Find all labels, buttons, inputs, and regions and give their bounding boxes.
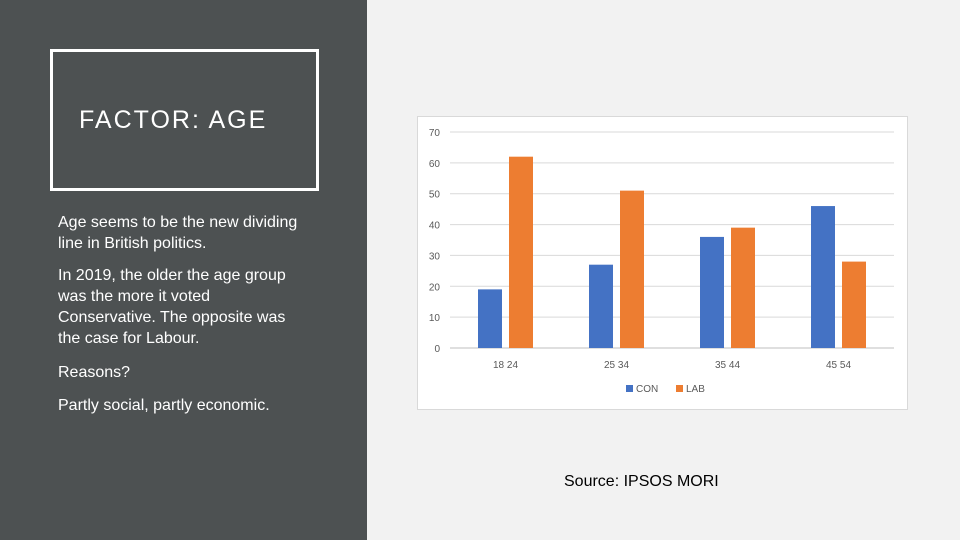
bar-con-35-44 (700, 236, 724, 348)
bar-chart: 0 10 20 30 40 50 60 70 18 24 25 34 35 44 45 54 CON LA… (429, 128, 894, 395)
x-tick-label: 45 54 (826, 360, 851, 371)
paragraph-social-economic: Partly social, partly economic. (58, 397, 270, 414)
y-tick-label: 30 (429, 251, 441, 262)
y-tick-label: 40 (429, 221, 441, 232)
legend-swatch-lab (676, 385, 683, 392)
x-tick-label: 18 24 (493, 360, 518, 371)
y-tick-label: 10 (429, 313, 441, 324)
y-tick-label: 0 (434, 344, 440, 355)
y-tick-label: 50 (429, 190, 441, 201)
bar-lab-35-44 (731, 227, 755, 348)
slide-title: FACTOR: AGE (79, 106, 268, 134)
legend-swatch-con (626, 385, 633, 392)
bar-lab-18-24 (509, 156, 533, 348)
paragraph-older-voters: In 2019, the older the age group was the… (58, 267, 286, 347)
legend-label-lab: LAB (686, 384, 705, 395)
source-note: Source: IPSOS MORI (564, 473, 719, 490)
legend-label-con: CON (636, 384, 658, 395)
bar-lab-25-34 (620, 190, 644, 348)
paragraph-dividing-line: Age seems to be the new dividing line in… (58, 214, 298, 252)
y-tick-label: 70 (429, 128, 441, 139)
paragraph-reasons: Reasons? (58, 364, 131, 381)
left-panel: FACTOR: AGE Age seems to be the new divi… (0, 0, 367, 540)
x-tick-label: 35 44 (715, 360, 740, 371)
x-tick-label: 25 34 (604, 360, 629, 371)
bar-con-25-34 (589, 264, 613, 348)
chart-card: 0 10 20 30 40 50 60 70 18 24 25 34 35 44 45 54 CON LA… (417, 116, 908, 410)
bar-con-45-54 (811, 206, 835, 348)
title-box: FACTOR: AGE (50, 49, 319, 191)
bar-con-18-24 (478, 289, 502, 348)
y-tick-label: 60 (429, 159, 441, 170)
bar-lab-45-54 (842, 261, 866, 348)
y-tick-label: 20 (429, 282, 441, 293)
